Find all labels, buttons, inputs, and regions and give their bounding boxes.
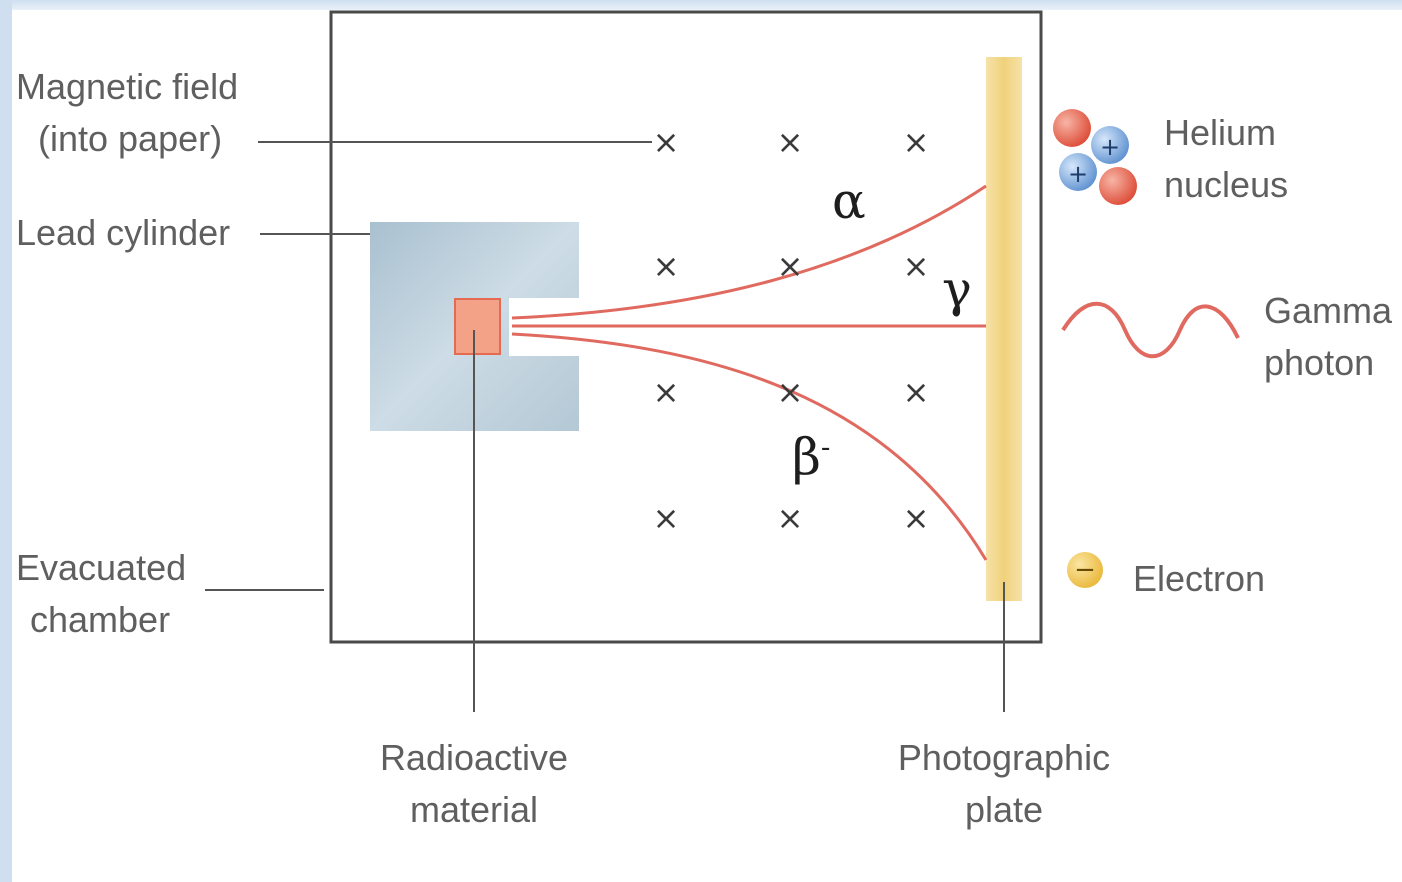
magnetic-field-label-line1: Magnetic field <box>16 66 239 107</box>
alpha-label: α <box>832 172 866 230</box>
field-cross-icon: × <box>902 499 930 537</box>
evacuated-chamber-label-line1: Evacuated <box>16 547 187 588</box>
field-cross-icon: × <box>902 247 930 285</box>
gamma-photon-label: Gamma photon <box>1264 285 1392 389</box>
helium-nucleus-icon <box>1053 109 1137 205</box>
radioactive-material-label-line2: material <box>409 789 539 830</box>
magnetic-field-label: Magnetic field (into paper) <box>16 61 238 165</box>
proton-plus-sign-2: + <box>1068 160 1088 188</box>
field-cross-icon: × <box>652 373 680 411</box>
gamma-label: γ <box>942 260 972 318</box>
radioactive-material-label-line1: Radioactive <box>379 737 569 778</box>
field-cross-icon: × <box>652 499 680 537</box>
field-cross-icon: × <box>652 123 680 161</box>
gamma-photon-wave-icon <box>1061 301 1240 359</box>
field-cross-icon: × <box>776 499 804 537</box>
lead-cylinder-label: Lead cylinder <box>16 212 231 253</box>
frame-left-border <box>0 0 12 882</box>
gamma-photon-label-line1: Gamma <box>1264 290 1393 331</box>
frame-top-border <box>0 0 1402 10</box>
helium-nucleus-label-line2: nucleus <box>1164 164 1289 205</box>
proton-plus-sign-1: + <box>1100 133 1120 161</box>
field-cross-icon: × <box>776 373 804 411</box>
photographic-plate-label-line1: Photographic <box>897 737 1111 778</box>
electron-minus-sign: − <box>1074 555 1096 585</box>
beta-ray-path <box>511 332 988 561</box>
photographic-plate-label-line2: plate <box>964 789 1044 830</box>
field-cross-icon: × <box>652 247 680 285</box>
electron-icon <box>1067 552 1103 588</box>
evacuated-chamber-label: Evacuated chamber <box>16 542 186 646</box>
helium-nucleus-label: Helium nucleus <box>1164 107 1288 211</box>
helium-nucleus-label-line1: Helium <box>1164 112 1277 153</box>
magnetic-field-label-line2: (into paper) <box>38 118 223 159</box>
beta-superscript: - <box>820 430 831 464</box>
radioactive-material-block <box>454 298 501 355</box>
field-cross-icon: × <box>776 247 804 285</box>
beta-label: β- <box>792 432 830 482</box>
photographic-plate <box>986 57 1022 601</box>
beta-symbol: β <box>792 428 821 486</box>
field-cross-icon: × <box>902 373 930 411</box>
field-cross-icon: × <box>776 123 804 161</box>
electron-label: Electron <box>1133 558 1266 599</box>
radioactive-material-label: Radioactive material <box>344 732 604 836</box>
alpha-ray-path <box>511 184 987 320</box>
gamma-photon-label-line2: photon <box>1264 342 1375 383</box>
field-cross-icon: × <box>902 123 930 161</box>
photographic-plate-label: Photographic plate <box>864 732 1144 836</box>
evacuated-chamber-label-line2: chamber <box>30 599 171 640</box>
